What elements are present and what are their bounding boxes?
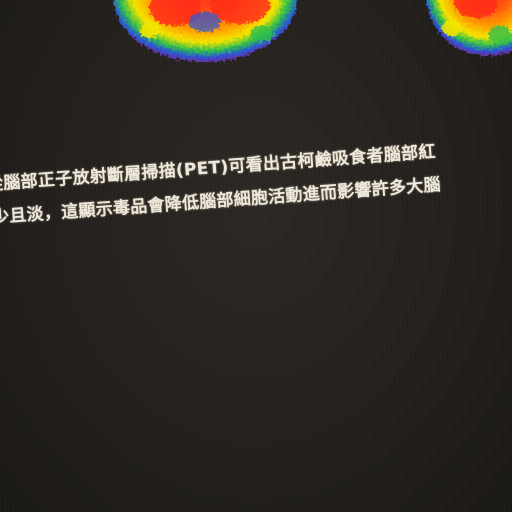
pet-scan-right [426, 0, 512, 56]
pet-scan-left [113, 0, 297, 62]
